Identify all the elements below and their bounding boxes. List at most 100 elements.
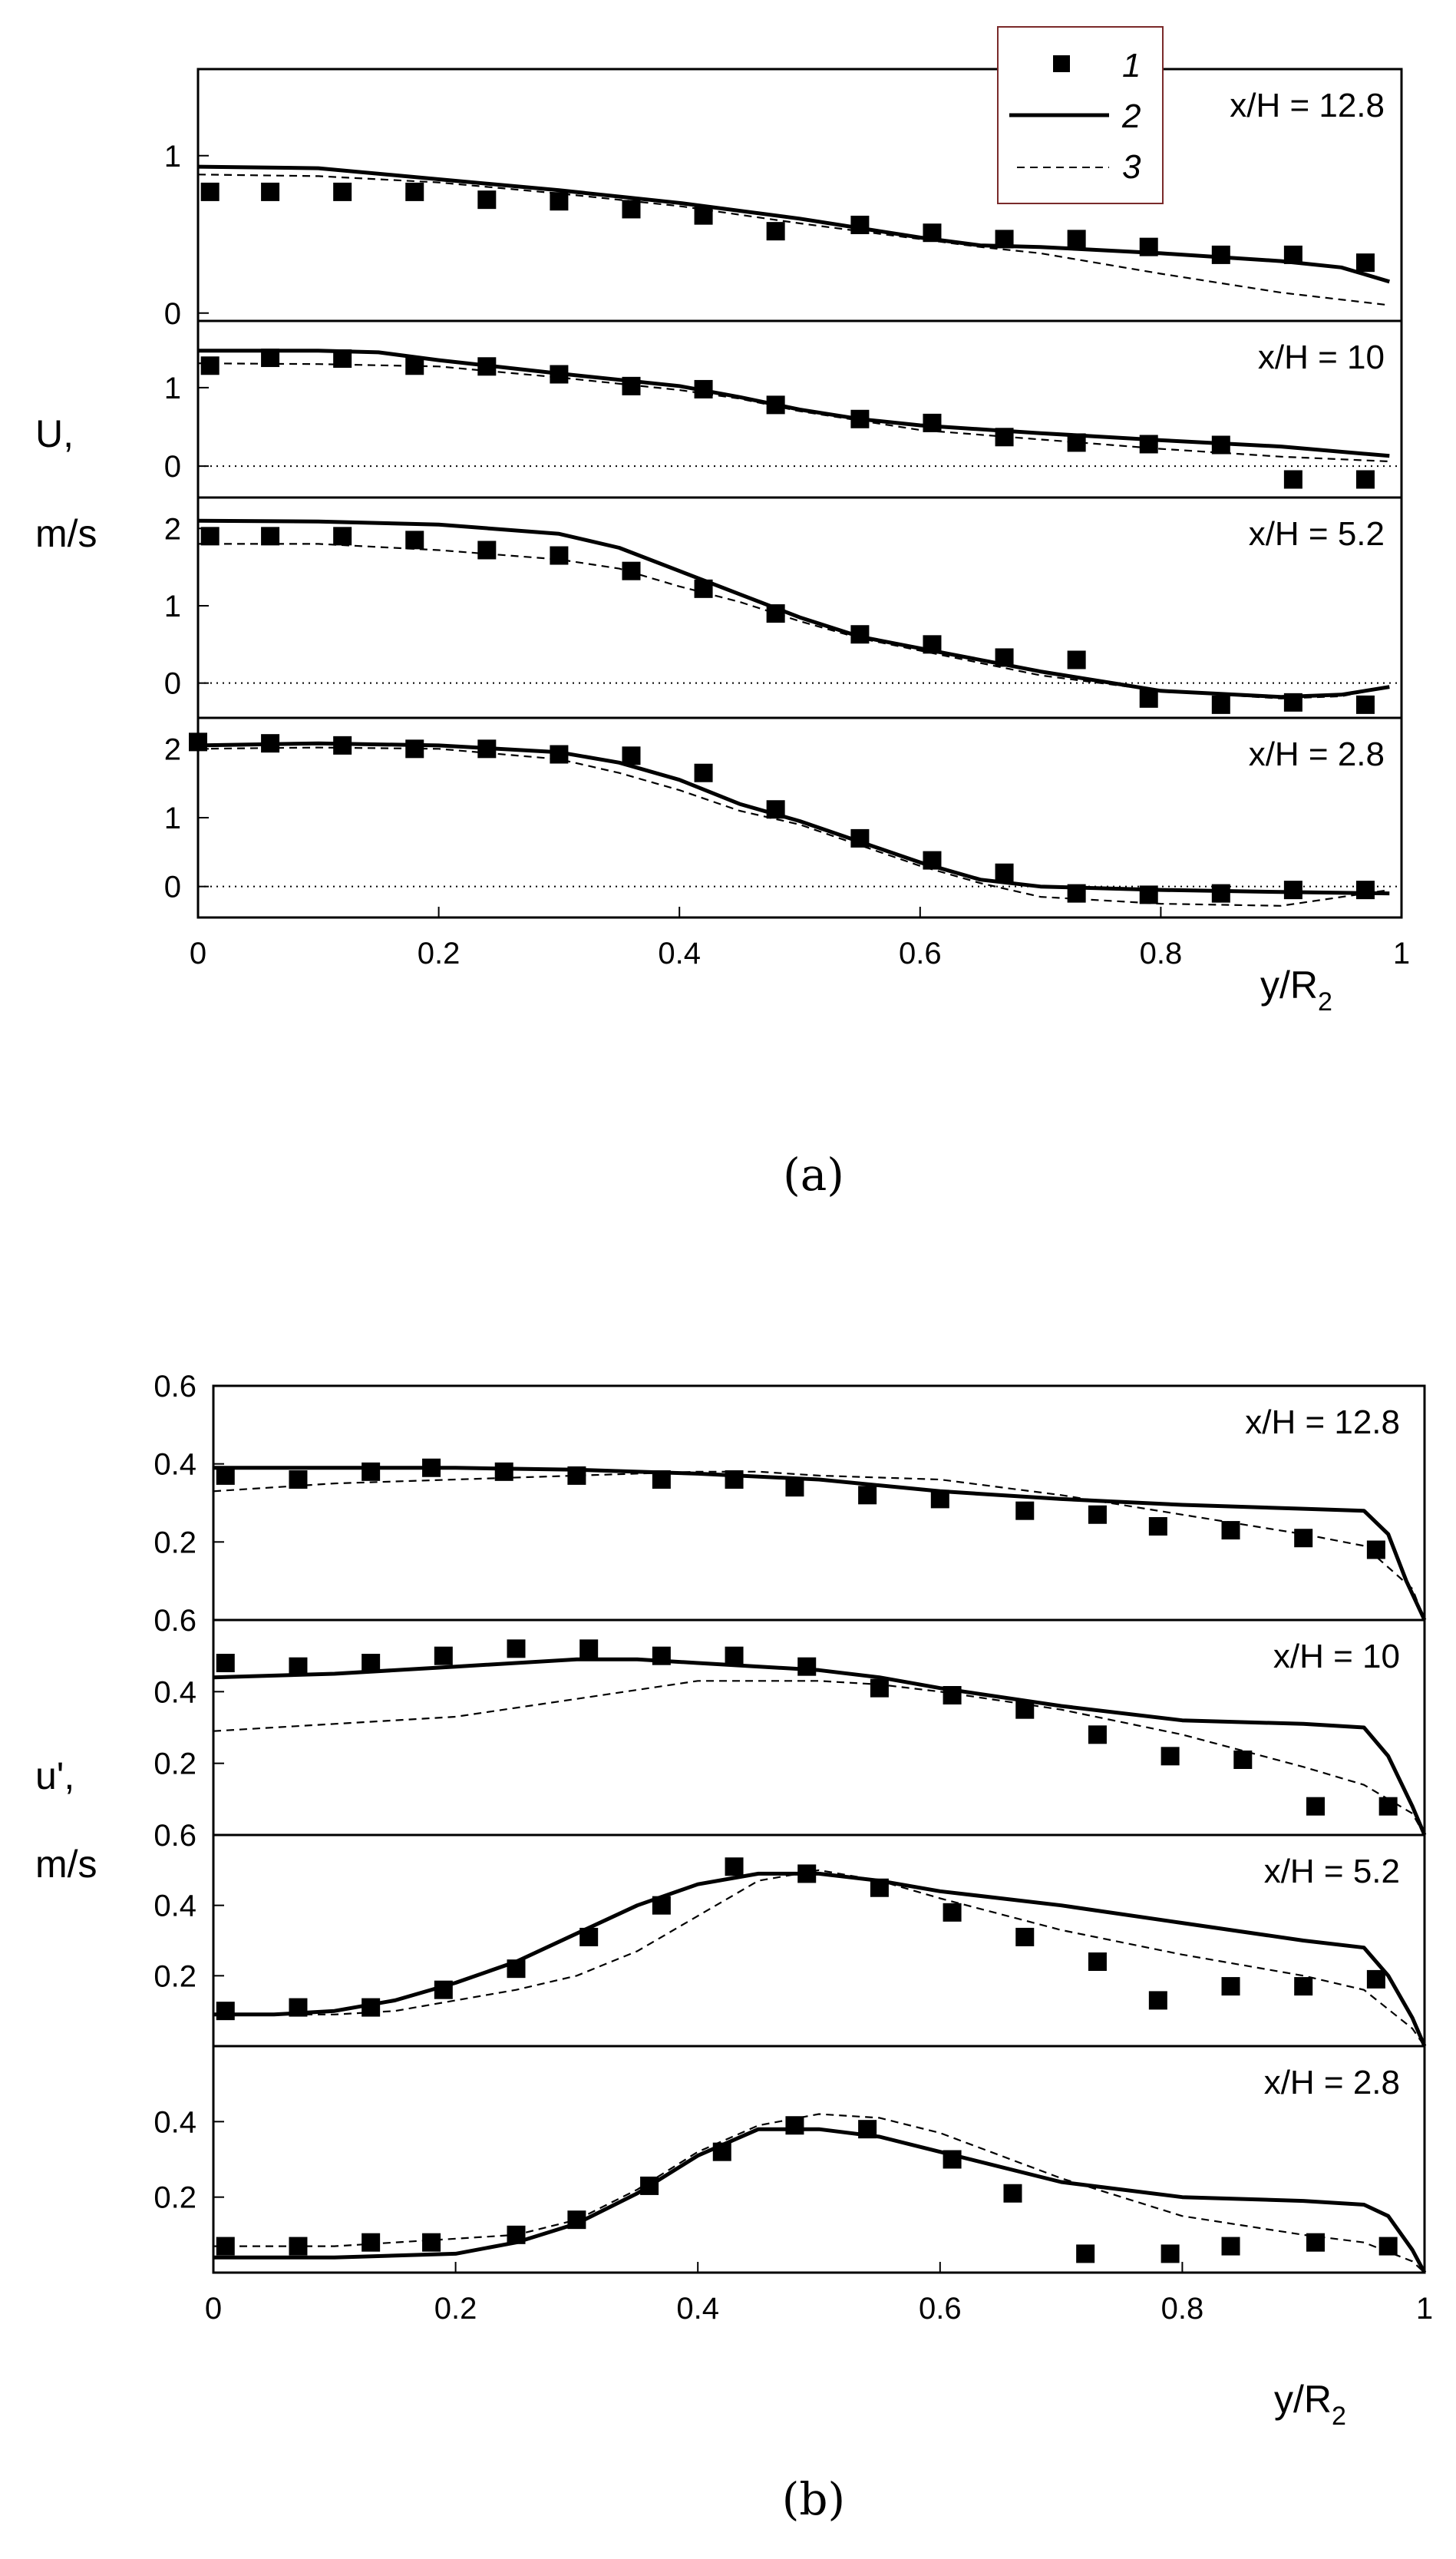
data-point-series-1 — [216, 1654, 235, 1672]
series-3-line — [213, 2113, 1425, 2273]
y-tick-label: 0.6 — [154, 1604, 196, 1638]
panel-title: x/H = 12.8 — [1230, 87, 1385, 124]
data-point-series-1 — [579, 1639, 599, 1658]
chart-b-ylabel-line1: u', — [35, 1754, 74, 1797]
y-tick-label: 0.2 — [154, 2181, 196, 2215]
chart-b-xlabel-main: y/R — [1274, 2378, 1332, 2421]
data-point-series-1 — [1161, 1747, 1180, 1766]
chart-a-panel-4: 0 1 2 x/H = 2.8 — [164, 716, 1402, 907]
x-tick-label: 0.8 — [1140, 937, 1183, 970]
series-2-line — [213, 2127, 1427, 2274]
chart-a-axis-labels: U, m/s y/R2 — [35, 412, 1332, 1017]
data-point-series-1 — [1067, 650, 1086, 670]
y-tick-label: 0 — [164, 297, 181, 331]
data-point-series-1 — [785, 1478, 804, 1497]
x-tick-label: 0.6 — [899, 937, 942, 970]
series-3-line — [213, 1470, 1426, 1621]
chart-a-ylabel-line2: m/s — [35, 512, 97, 555]
chart-b-ylabel-line2: m/s — [35, 1843, 97, 1886]
series-3-line — [198, 543, 1390, 699]
series-3-line — [213, 1869, 1425, 2047]
data-point-series-1 — [1378, 2237, 1398, 2256]
data-point-series-1 — [1233, 1751, 1253, 1769]
chart-a-ylabel-line1: U, — [35, 412, 74, 455]
y-tick-label: 1 — [164, 590, 181, 623]
panel-title: x/H = 5.2 — [1264, 1853, 1400, 1890]
x-tick-label: 0 — [190, 937, 206, 970]
chart-b-panel-4: 0.2 0.4 x/H = 2.8 — [154, 2045, 1427, 2274]
y-tick-label: 0.6 — [154, 1819, 196, 1853]
chart-b-xlabel: y/R2 — [1274, 2378, 1346, 2431]
chart-b-panel-1: 0.2 0.4 0.6 x/H = 12.8 — [154, 1370, 1427, 1622]
data-point-series-1 — [1366, 1540, 1385, 1559]
legend-label-1: 1 — [1122, 47, 1141, 84]
series-2-line — [213, 1871, 1427, 2047]
x-tick-label: 1 — [1416, 2292, 1433, 2326]
data-point-series-1 — [333, 527, 352, 546]
x-tick-label: 1 — [1393, 937, 1410, 970]
panel-title: x/H = 10 — [1258, 339, 1385, 376]
y-tick-label: 0.6 — [154, 1370, 196, 1403]
series-3-line — [197, 362, 1390, 463]
chart-b-axis-labels: u', m/s y/R2 — [35, 1754, 1346, 2431]
x-tick-label: 0 — [205, 2292, 222, 2326]
data-point-series-1 — [1355, 253, 1375, 273]
chart-b-panel-3: 0.2 0.4 0.6 x/H = 5.2 — [154, 1819, 1427, 2047]
data-point-series-1 — [1221, 2237, 1240, 2256]
data-point-series-1 — [362, 2233, 381, 2252]
chart-a: 0 1 x/H = 12.8 0 1 x/H = 10 0 1 2 x/H = 5.2 0 1 2 x/H… — [35, 68, 1410, 1017]
series-2-line — [197, 518, 1390, 699]
data-point-series-1 — [1366, 1969, 1385, 1989]
data-point-series-1 — [1283, 881, 1302, 900]
data-point-series-1 — [766, 222, 785, 241]
legend-marker-square — [1053, 55, 1070, 72]
data-point-series-1 — [422, 2233, 441, 2252]
data-point-series-1 — [1283, 470, 1302, 489]
data-point-series-1 — [622, 200, 641, 219]
data-point-series-1 — [797, 1657, 817, 1676]
data-point-series-1 — [1211, 695, 1230, 714]
data-point-series-1 — [1076, 2244, 1095, 2263]
data-point-series-1 — [943, 1903, 962, 1922]
data-point-series-1 — [622, 746, 641, 765]
data-point-series-1 — [1294, 1977, 1313, 1996]
x-tick-label: 0.8 — [1161, 2292, 1204, 2326]
data-point-series-1 — [1148, 1991, 1167, 2010]
y-tick-label: 0.4 — [154, 1675, 196, 1709]
chart-a-panel-1: 0 1 x/H = 12.8 — [164, 87, 1391, 331]
data-point-series-1 — [362, 1654, 381, 1672]
y-tick-label: 0.2 — [154, 1747, 196, 1781]
panel-title: x/H = 2.8 — [1249, 736, 1385, 773]
data-point-series-1 — [477, 190, 497, 210]
x-tick-label: 0.4 — [658, 937, 701, 970]
data-point-series-1 — [870, 1678, 889, 1698]
data-point-series-1 — [622, 561, 641, 580]
data-point-series-1 — [405, 182, 424, 201]
legend-label-2: 2 — [1121, 98, 1141, 135]
chart-a-frame — [196, 68, 1403, 919]
data-point-series-1 — [405, 531, 424, 550]
chart-a-xlabel-sub: 2 — [1318, 987, 1332, 1017]
y-tick-label: 0.4 — [154, 1448, 196, 1482]
data-point-series-1 — [1139, 689, 1158, 708]
data-point-series-1 — [1211, 245, 1230, 264]
data-point-series-1 — [216, 2002, 235, 2021]
series-2-line — [197, 741, 1390, 896]
x-tick-label: 0.2 — [434, 2292, 477, 2326]
data-point-series-1 — [1355, 695, 1375, 714]
data-point-series-1 — [200, 527, 220, 546]
x-tick-label: 0.4 — [676, 2292, 719, 2326]
panel-title: x/H = 12.8 — [1245, 1403, 1400, 1441]
data-point-series-1 — [1088, 1725, 1107, 1744]
data-point-series-1 — [507, 1639, 526, 1658]
y-tick-label: 0.2 — [154, 1526, 196, 1559]
y-tick-label: 0 — [164, 450, 181, 484]
data-point-series-1 — [477, 541, 497, 560]
data-point-series-1 — [725, 1857, 744, 1876]
data-point-series-1 — [550, 546, 569, 565]
x-tick-label: 0.6 — [919, 2292, 962, 2326]
data-point-series-1 — [995, 863, 1014, 882]
data-point-series-1 — [1294, 1529, 1313, 1548]
y-tick-label: 2 — [164, 732, 181, 766]
